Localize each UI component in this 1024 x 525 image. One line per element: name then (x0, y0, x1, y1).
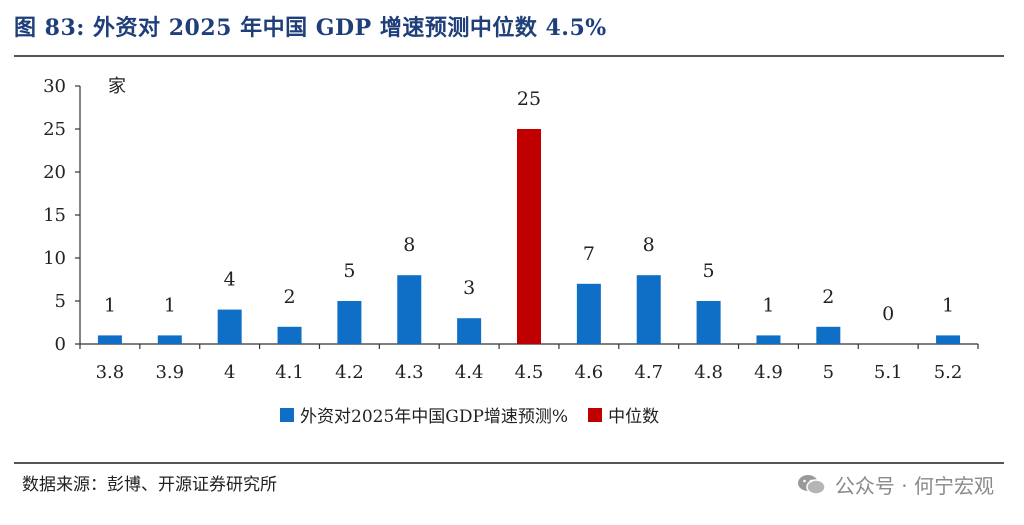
y-tick-label: 25 (43, 119, 66, 140)
data-label: 1 (762, 294, 774, 316)
source-note: 数据来源：彭博、开源证券研究所 (22, 475, 277, 495)
x-tick-label: 4.8 (694, 362, 723, 383)
data-label: 4 (224, 269, 236, 291)
data-label: 0 (882, 303, 894, 325)
data-label: 25 (517, 88, 541, 110)
data-label: 3 (463, 277, 475, 299)
bar (576, 283, 601, 344)
bar (157, 335, 182, 344)
legend-swatch-forecast (280, 407, 294, 422)
x-tick-label: 4 (224, 362, 235, 383)
y-tick-label: 0 (55, 334, 66, 355)
data-label: 7 (583, 243, 595, 265)
top-rule (14, 55, 1004, 57)
legend-item-forecast: 外资对2025年中国GDP增速预测% (280, 402, 568, 427)
legend-label-forecast: 外资对2025年中国GDP增速预测% (300, 407, 569, 427)
wechat-icon (797, 474, 826, 495)
watermark-text: 公众号 · 何宁宏观 (834, 474, 994, 498)
data-label: 1 (164, 294, 176, 316)
y-tick-label: 30 (43, 76, 66, 97)
data-label: 2 (283, 286, 295, 308)
x-tick-label: 5.2 (934, 362, 963, 383)
x-tick-label: 4.1 (275, 362, 304, 383)
bar-median (517, 129, 541, 344)
y-tick-label: 15 (43, 205, 66, 226)
x-tick-label: 3.8 (96, 362, 125, 383)
legend-swatch-median (588, 407, 603, 422)
watermark: 公众号 · 何宁宏观 (797, 470, 994, 499)
chart-legend: 外资对2025年中国GDP增速预测% 中位数 (280, 402, 679, 427)
x-tick-label: 4.7 (634, 362, 663, 383)
bar (756, 335, 781, 344)
data-label: 1 (104, 294, 116, 316)
data-label: 8 (403, 234, 415, 256)
x-tick-label: 4.3 (395, 362, 424, 383)
x-tick-label: 4.6 (575, 362, 604, 383)
chart-title: 图 83: 外资对 2025 年中国 GDP 增速预测中位数 4.5% (14, 15, 607, 41)
y-tick-label: 10 (43, 248, 66, 269)
bar (217, 309, 242, 344)
bar (457, 318, 482, 344)
legend-label-median: 中位数 (608, 407, 660, 427)
x-tick-label: 3.9 (155, 362, 184, 383)
bar (936, 335, 961, 344)
x-tick-label: 5 (823, 362, 834, 383)
y-tick-label: 20 (43, 162, 66, 183)
data-label: 8 (643, 234, 655, 256)
data-label: 2 (822, 286, 834, 308)
bar (696, 301, 721, 344)
y-tick-label: 5 (55, 291, 66, 312)
data-label: 5 (703, 260, 715, 282)
bar (636, 275, 661, 344)
x-tick-label: 4.5 (515, 362, 544, 383)
bar (277, 326, 302, 344)
x-tick-label: 5.1 (874, 362, 903, 383)
x-tick-label: 4.4 (455, 362, 484, 383)
data-label: 5 (343, 260, 355, 282)
legend-item-median: 中位数 (588, 402, 659, 427)
bar (397, 275, 422, 344)
bar (337, 301, 362, 344)
x-tick-label: 4.2 (335, 362, 364, 383)
bottom-rule (14, 462, 1004, 464)
bar (816, 326, 841, 344)
bar (97, 335, 122, 344)
data-label: 1 (942, 294, 954, 316)
y-unit-label: 家 (108, 76, 126, 97)
x-tick-label: 4.9 (754, 362, 783, 383)
